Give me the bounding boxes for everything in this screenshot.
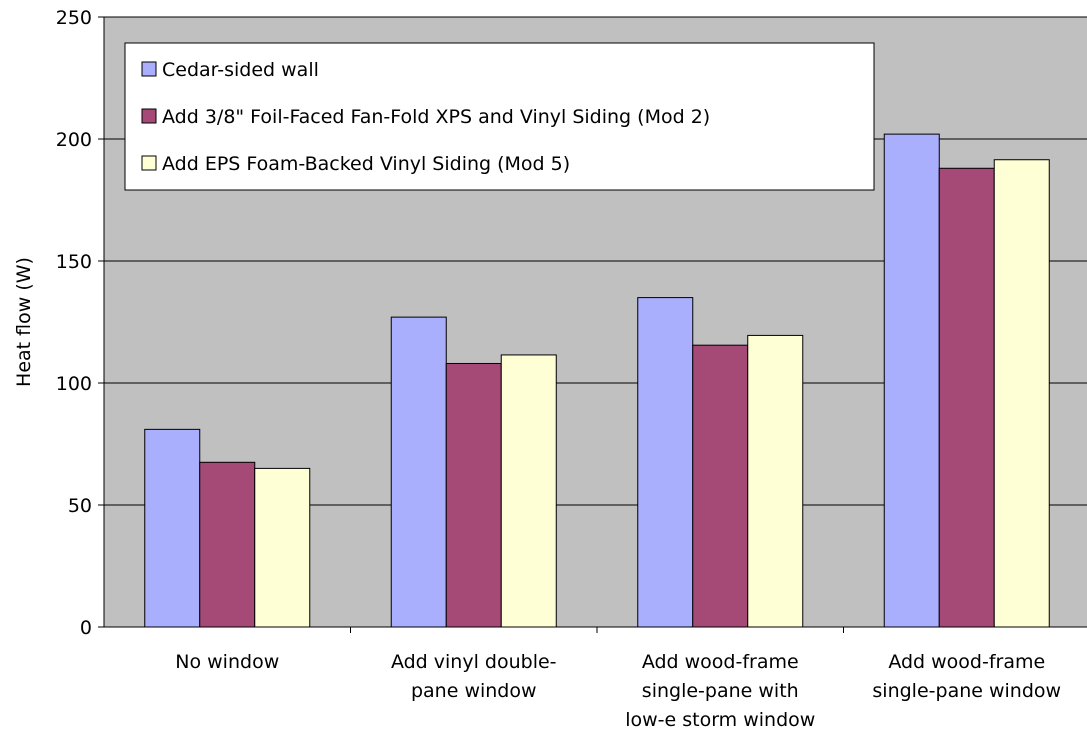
bar: [390, 316, 447, 628]
bar: [144, 428, 201, 628]
legend-box: [124, 42, 875, 191]
x-category-label: single-pane window: [872, 680, 1061, 702]
legend-swatch: [141, 155, 157, 171]
x-category-label: pane window: [411, 680, 537, 702]
legend: Cedar-sided wall Add 3/8" Foil-Faced Fan-…: [124, 42, 875, 191]
bar: [500, 354, 557, 628]
x-category-label: single-pane with: [642, 680, 799, 702]
x-category-label: Add wood-frame: [642, 651, 799, 673]
legend-label: Add 3/8" Foil-Faced Fan-Fold XPS and Vin…: [162, 106, 710, 128]
axes: [98, 16, 1087, 633]
bar: [254, 467, 311, 628]
bar: [445, 362, 502, 628]
legend-swatch: [141, 108, 157, 124]
bar: [199, 461, 256, 628]
y-axis-title: Heat flow (W): [13, 257, 35, 387]
x-category-label: Add wood-frame: [888, 651, 1045, 673]
bar: [938, 167, 995, 628]
y-tick-label: 150: [56, 251, 92, 273]
y-tick-label: 50: [68, 495, 92, 517]
legend-label: Add EPS Foam-Backed Vinyl Siding (Mod 5): [162, 153, 570, 175]
y-tick-label: 0: [80, 617, 92, 639]
y-tick-labels: 0 50 100 150 200 250: [56, 7, 92, 639]
bar: [637, 297, 694, 628]
bars: [144, 133, 1050, 628]
x-category-label: low-e storm window: [625, 709, 815, 731]
bar: [993, 159, 1050, 628]
bar: [747, 334, 804, 628]
y-tick-label: 200: [56, 129, 92, 151]
y-tick-label: 100: [56, 373, 92, 395]
legend-label: Cedar-sided wall: [162, 59, 319, 81]
x-category-label: Add vinyl double-: [391, 651, 557, 673]
y-tick-label: 250: [56, 7, 92, 29]
x-category-labels: No window Add vinyl double-pane window Add…: [175, 651, 1061, 731]
bar: [692, 344, 749, 628]
bar: [883, 133, 940, 628]
x-category-label: No window: [175, 651, 279, 673]
legend-swatch: [141, 61, 157, 77]
